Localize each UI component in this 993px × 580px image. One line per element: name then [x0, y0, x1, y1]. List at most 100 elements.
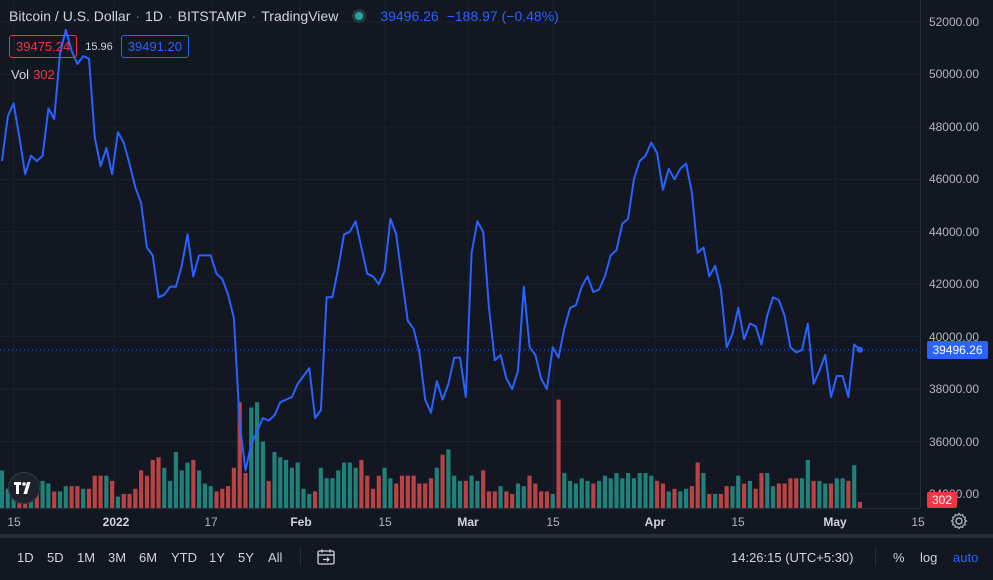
- volume-bar: [457, 480, 463, 508]
- price-tick-label: 44000.00: [928, 224, 979, 239]
- volume-bar: [695, 462, 700, 508]
- volume-bar: [666, 491, 671, 508]
- bottom-toolbar: 1D 5D 1M 3M 6M YTD 1Y 5Y All 14:26:15 (U…: [0, 534, 993, 580]
- bid-ask-row: 39475.24 15.96 39491.20: [9, 35, 189, 58]
- volume-bar: [527, 475, 532, 508]
- volume-bar: [475, 480, 480, 508]
- volume-bar: [243, 473, 248, 508]
- volume-bar: [857, 501, 863, 508]
- volume-bar: [736, 475, 741, 508]
- volume-tag: 302: [927, 492, 957, 508]
- volume-bar: [237, 402, 242, 508]
- volume-bar: [318, 467, 323, 508]
- volume-bar: [730, 486, 735, 508]
- range-3m-button[interactable]: 3M: [108, 550, 127, 565]
- volume-bar: [620, 478, 625, 508]
- volume-bar: [81, 488, 86, 508]
- range-1y-button[interactable]: 1Y: [209, 550, 225, 565]
- volume-bar: [440, 454, 445, 508]
- time-tick-label: Mar: [457, 515, 479, 529]
- volume-bar: [689, 486, 694, 508]
- volume-bar: [92, 475, 97, 508]
- tradingview-logo-icon[interactable]: [8, 472, 40, 504]
- volume-bar: [660, 483, 665, 508]
- volume-bar: [568, 480, 573, 508]
- price-tick-label: 46000.00: [928, 172, 979, 187]
- log-scale-toggle[interactable]: log: [920, 550, 938, 565]
- volume-bar: [417, 483, 422, 508]
- volume-bar: [550, 494, 555, 508]
- time-scale[interactable]: 15 2022 17 Feb 15 Mar 15 Apr 15 May 15: [0, 508, 925, 534]
- go-to-date-icon[interactable]: [317, 549, 335, 565]
- volume-bar: [510, 494, 515, 508]
- volume-bar: [504, 491, 509, 508]
- volume-bar: [254, 402, 260, 508]
- range-ytd-button[interactable]: YTD: [171, 550, 197, 565]
- volume-bar: [365, 475, 370, 508]
- volume-bar: [388, 478, 393, 508]
- price-tick-label: 50000.00: [928, 67, 979, 82]
- price-scale[interactable]: 52000.00 50000.00 48000.00 46000.00 44000.00…: [920, 0, 993, 508]
- volume-bar: [776, 483, 781, 508]
- volume-bar: [52, 491, 57, 508]
- volume-bar: [678, 491, 683, 508]
- volume-bar: [556, 399, 561, 508]
- volume-bar: [486, 491, 492, 508]
- spread-value: 15.96: [85, 40, 113, 53]
- volume-bar: [452, 475, 457, 508]
- volume-bar: [423, 483, 428, 508]
- exchange-label: BITSTAMP: [177, 8, 247, 24]
- volume-bar: [481, 470, 486, 508]
- volume-bar: [544, 491, 550, 508]
- range-1d-button[interactable]: 1D: [17, 550, 34, 565]
- chart-legend: Bitcoin / U.S. Dollar · 1D · BITSTAMP · …: [9, 8, 559, 24]
- volume-bar: [301, 488, 306, 508]
- time-tick-label: 15: [378, 515, 392, 529]
- volume-bar: [289, 467, 294, 508]
- interval-label[interactable]: 1D: [145, 8, 163, 24]
- volume-bar: [446, 449, 451, 508]
- time-tick-label: 17: [204, 515, 218, 529]
- price-tick-label: 40000.00: [928, 329, 979, 344]
- volume-bar: [208, 486, 213, 508]
- range-5d-button[interactable]: 5D: [47, 550, 64, 565]
- volume-bar: [324, 478, 329, 508]
- volume-bar: [191, 459, 196, 508]
- market-status-icon[interactable]: [352, 9, 367, 23]
- volume-bar: [121, 494, 126, 508]
- range-5y-button[interactable]: 5Y: [238, 550, 254, 565]
- buy-price-button[interactable]: 39491.20: [120, 35, 189, 58]
- volume-bar: [852, 465, 857, 508]
- volume-bar: [434, 467, 439, 508]
- volume-bar: [765, 473, 770, 508]
- range-6m-button[interactable]: 6M: [139, 550, 158, 565]
- price-tick-label: 42000.00: [928, 277, 979, 292]
- volume-legend: Vol 302: [11, 67, 55, 82]
- gear-icon[interactable]: [950, 512, 968, 530]
- percent-scale-toggle[interactable]: %: [893, 550, 905, 565]
- volume-bar: [75, 486, 80, 508]
- volume-bar: [428, 478, 434, 508]
- volume-bar: [0, 470, 5, 508]
- volume-bar: [220, 488, 225, 508]
- volume-bar: [115, 496, 121, 508]
- sell-price-button[interactable]: 39475.24: [9, 35, 78, 58]
- auto-scale-toggle[interactable]: auto: [953, 550, 979, 565]
- symbol-name[interactable]: Bitcoin / U.S. Dollar: [9, 8, 131, 24]
- chart-area[interactable]: Bitcoin / U.S. Dollar · 1D · BITSTAMP · …: [0, 0, 920, 508]
- range-all-button[interactable]: All: [268, 550, 283, 565]
- volume-bar: [626, 473, 631, 508]
- volume-bar: [712, 494, 718, 508]
- price-chart[interactable]: [0, 0, 920, 508]
- volume-bar: [805, 459, 810, 508]
- range-1m-button[interactable]: 1M: [77, 550, 96, 565]
- volume-bar: [655, 480, 660, 508]
- volume-bar: [834, 478, 839, 508]
- volume-bar: [817, 480, 822, 508]
- volume-bar: [608, 478, 613, 508]
- volume-bar: [330, 478, 335, 508]
- volume-bar: [782, 483, 787, 508]
- volume-bar: [133, 488, 138, 508]
- clock-timezone[interactable]: 14:26:15 (UTC+5:30): [731, 550, 854, 565]
- volume-bar: [231, 467, 236, 508]
